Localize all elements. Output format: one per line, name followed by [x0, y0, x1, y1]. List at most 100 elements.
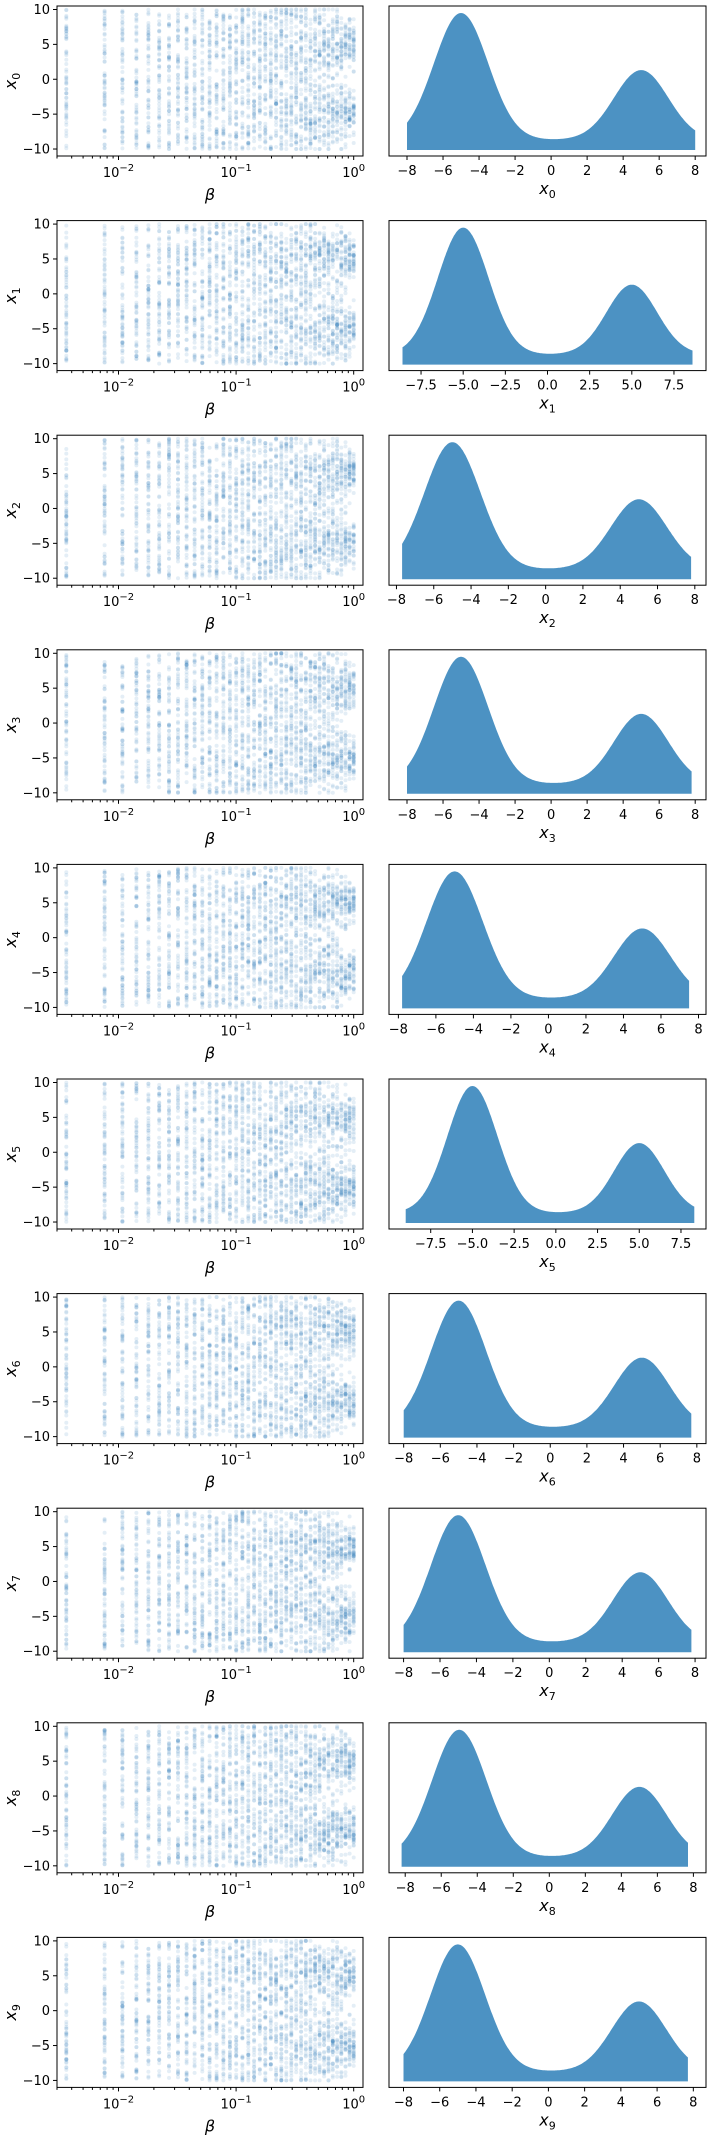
- data-point: [167, 108, 171, 113]
- data-point: [192, 132, 197, 137]
- data-point: [184, 15, 189, 20]
- data-point: [279, 266, 284, 271]
- data-point: [102, 112, 107, 117]
- data-point: [207, 136, 212, 141]
- data-point: [299, 101, 304, 106]
- data-point: [227, 222, 232, 227]
- data-point: [167, 126, 171, 131]
- data-point: [176, 72, 180, 77]
- data-point: [335, 114, 340, 119]
- data-point: [240, 337, 245, 341]
- data-point: [246, 253, 251, 258]
- data-point: [120, 78, 125, 82]
- data-point: [279, 329, 284, 334]
- data-point: [134, 39, 139, 43]
- data-point: [234, 350, 239, 354]
- data-point: [279, 355, 284, 360]
- data-point: [64, 25, 69, 30]
- data-point: [347, 87, 352, 92]
- data-point: [294, 342, 299, 347]
- data-point: [240, 359, 245, 364]
- data-point: [299, 330, 304, 335]
- data-point: [322, 281, 327, 286]
- data-point: [64, 28, 69, 33]
- data-point: [64, 223, 69, 228]
- data-point: [351, 312, 356, 317]
- data-point: [322, 12, 327, 17]
- data-point: [252, 334, 257, 339]
- data-point: [146, 326, 151, 331]
- data-point: [146, 316, 151, 321]
- data-point: [263, 97, 268, 102]
- data-point: [134, 136, 139, 140]
- data-point: [146, 88, 151, 93]
- data-point: [339, 86, 344, 91]
- data-point: [146, 21, 151, 25]
- data-point: [268, 30, 273, 35]
- data-point: [289, 238, 294, 242]
- data-point: [134, 37, 139, 42]
- data-point: [351, 141, 356, 145]
- data-point: [64, 575, 69, 580]
- data-point: [102, 102, 107, 107]
- data-point: [184, 71, 189, 76]
- data-point: [200, 279, 205, 284]
- data-point: [146, 143, 151, 148]
- data-point: [246, 264, 251, 269]
- data-point: [167, 130, 171, 135]
- data-point: [313, 330, 318, 335]
- data-point: [227, 32, 232, 37]
- data-point: [146, 330, 151, 335]
- data-point: [146, 98, 151, 103]
- data-point: [207, 280, 212, 285]
- x-tick-label: 100: [342, 378, 365, 396]
- data-point: [157, 222, 162, 227]
- data-point: [299, 336, 304, 341]
- data-point: [234, 58, 239, 62]
- data-point: [279, 279, 284, 284]
- data-point: [64, 113, 69, 118]
- data-point: [240, 318, 245, 323]
- data-point: [134, 81, 139, 86]
- data-point: [207, 226, 212, 231]
- data-point: [184, 288, 189, 293]
- data-point: [308, 337, 313, 342]
- x-axis-label: β: [204, 185, 215, 204]
- data-point: [184, 75, 189, 80]
- data-point: [279, 345, 284, 350]
- data-point: [157, 334, 162, 339]
- data-point: [64, 131, 69, 136]
- data-point: [284, 280, 289, 285]
- data-point: [313, 17, 318, 22]
- data-point: [252, 257, 257, 262]
- data-point: [335, 316, 340, 321]
- data-point: [184, 46, 189, 51]
- data-point: [192, 337, 197, 341]
- data-point: [303, 305, 308, 310]
- y-axis-label: x0: [1, 73, 23, 90]
- data-point: [146, 10, 151, 15]
- data-point: [257, 335, 262, 340]
- data-point: [102, 344, 107, 349]
- data-point: [240, 241, 245, 246]
- data-point: [64, 353, 69, 358]
- data-point: [214, 53, 219, 58]
- data-point: [167, 316, 171, 321]
- data-point: [284, 98, 289, 103]
- data-point: [184, 60, 189, 65]
- data-point: [330, 253, 335, 258]
- data-point: [64, 337, 69, 342]
- data-point: [299, 282, 304, 287]
- data-point: [102, 306, 107, 311]
- data-point: [279, 41, 284, 46]
- data-point: [214, 284, 219, 288]
- data-point: [157, 328, 162, 333]
- data-point: [317, 259, 322, 263]
- y-tick-label: 5: [42, 252, 50, 267]
- data-point: [146, 47, 151, 52]
- data-point: [207, 119, 212, 124]
- data-point: [347, 354, 352, 359]
- data-point: [157, 96, 162, 101]
- data-point: [221, 331, 226, 336]
- data-point: [157, 73, 162, 78]
